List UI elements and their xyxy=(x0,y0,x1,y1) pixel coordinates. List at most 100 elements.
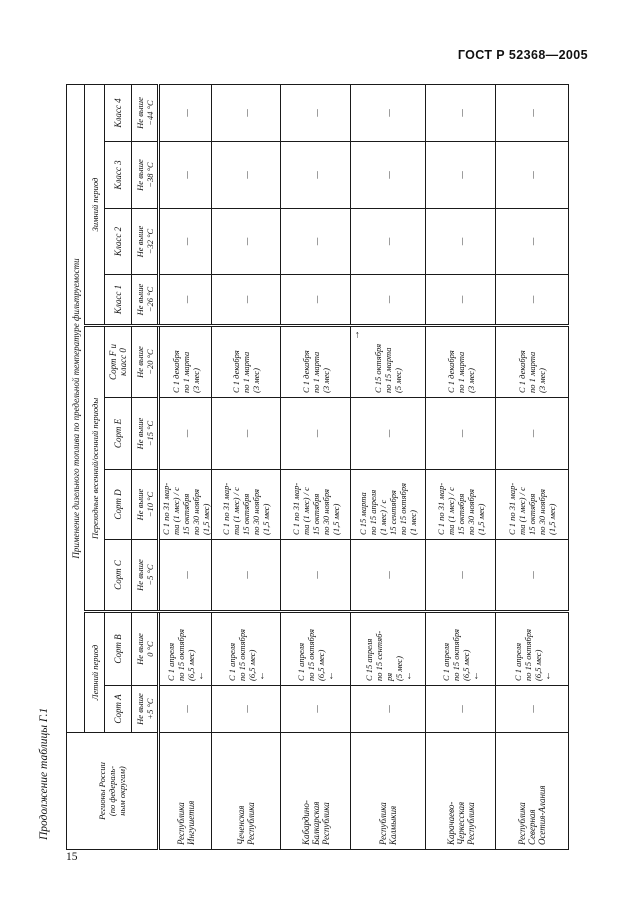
grade-name-header: Класс 2 xyxy=(104,208,132,275)
period-group-header: Зимний период xyxy=(84,84,105,326)
empty-period-cell: — xyxy=(495,539,569,612)
cell-text-line: (1,5 мес) xyxy=(475,503,486,535)
table-row: Карачаево- Черкесская Республика — С 1 апрел… xyxy=(425,84,496,850)
grade-name-header: Класс 4 xyxy=(104,84,132,142)
region-name-cell: Республика Ингушетия xyxy=(158,732,212,850)
empty-period-cell: — xyxy=(211,274,281,326)
cell-text-line: −10 °С xyxy=(144,491,155,518)
period-extends-arrow-icon: ← xyxy=(470,671,481,681)
rotated-table-container: Регионы России (по федераль-ным округам) П… xyxy=(66,83,569,850)
period-extends-arrow-icon: ← xyxy=(195,671,206,681)
cell-text-line: Не выше xyxy=(134,559,145,591)
period-value-cell: С 1 по 31 мар-та (1 мес) / с 15 октября по… xyxy=(425,469,496,540)
period-value-cell: С 1 по 31 мар-та (1 мес) / с 15 октября по… xyxy=(211,469,281,540)
grade-name-header: Сорт C xyxy=(104,539,132,612)
cell-text-line: −38 °С xyxy=(144,162,155,188)
cell-text-line: С 1 по 31 мар- xyxy=(160,482,171,535)
cell-text-line: Не выше xyxy=(134,159,145,191)
grade-name-header: Сорт B xyxy=(104,611,132,686)
cell-text-line: Не выше xyxy=(134,225,145,258)
cell-text-line: по 30 ноября xyxy=(465,489,476,535)
grade-name-header: Класс 1 xyxy=(104,274,132,326)
cell-text-line: Чеченская xyxy=(236,805,246,846)
period-extends-arrow-icon: ← xyxy=(325,671,336,681)
period-value-cell: С 1 декабря по 1 марта (3 мес) xyxy=(158,325,212,398)
cell-text-line: (по федераль- xyxy=(107,765,117,817)
empty-period-cell: — xyxy=(280,274,351,326)
cell-text-line: Сорт A xyxy=(113,694,123,724)
cell-text-line: (1,5 мес) xyxy=(547,503,557,535)
cell-text-line: (3 мес) xyxy=(190,368,201,393)
cell-text-line: Кабардино- xyxy=(300,800,311,845)
cell-text-line: (3 мес) xyxy=(251,368,261,393)
period-extends-arrow-icon: → xyxy=(351,330,362,340)
cell-text-line: Не выше xyxy=(134,346,145,378)
empty-period-cell: — xyxy=(350,685,426,733)
cell-text-line: −44 °С xyxy=(144,100,155,126)
cell-text-line: Республика xyxy=(175,802,186,845)
cell-text-line: С 15 октября xyxy=(373,343,383,393)
empty-period-cell: — xyxy=(495,84,569,142)
cell-text-line: Не выше xyxy=(134,633,145,665)
empty-period-cell: — xyxy=(211,685,281,733)
table-header-row-title: Регионы России (по федераль-ным округам) П… xyxy=(66,84,159,850)
temp-limit-header: Не выше −15 °С xyxy=(131,397,159,470)
empty-period-cell: — xyxy=(280,685,351,733)
temp-limit-header: Не выше −5 °С xyxy=(131,539,159,612)
cell-text-line: (5 мес) xyxy=(393,368,403,393)
period-group-header: Переходные весенний/осенний периоды xyxy=(84,325,105,612)
cell-text-line: Сорт E xyxy=(113,418,123,449)
cell-text-line: по 30 ноября xyxy=(251,489,261,535)
region-name-cell: Республика Калмыкия xyxy=(350,732,426,850)
empty-period-cell: — xyxy=(425,539,496,612)
empty-period-cell: — xyxy=(211,539,281,612)
period-value-cell: С 1 декабря по 1 марта (3 мес) xyxy=(425,325,496,398)
empty-period-cell: — xyxy=(280,539,351,612)
cell-text-line: С 1 по 31 мар- xyxy=(290,482,301,535)
empty-period-cell: — xyxy=(158,274,212,326)
cell-text-line: по 30 ноября xyxy=(190,489,201,535)
empty-period-cell: — xyxy=(495,685,569,733)
empty-period-cell: — xyxy=(495,397,569,470)
empty-period-cell: — xyxy=(425,84,496,142)
cell-text-line: 15 сентября xyxy=(388,490,398,535)
cell-text-line: С 1 декабря xyxy=(300,350,311,393)
period-extends-arrow-icon: ← xyxy=(541,671,553,681)
regions-stub-header: Регионы России (по федераль-ным округам) xyxy=(66,732,159,850)
empty-period-cell: — xyxy=(495,274,569,326)
cell-text-line: по 1 марта xyxy=(310,351,321,393)
grade-name-header: Сорт F и класс 0 xyxy=(104,325,132,398)
empty-period-cell: — xyxy=(425,274,496,326)
period-value-cell: С 1 апреля по 15 октября (6,5 мес) ← xyxy=(211,611,281,686)
empty-period-cell: — xyxy=(280,141,351,209)
period-value-cell: С 15 октября по 15 марта (5 мес) → xyxy=(350,325,426,398)
period-value-cell: С 15 марта по 15 апреля (1 мес) / с 15 сент… xyxy=(350,469,426,540)
grade-name-header: Сорт E xyxy=(104,397,132,470)
cell-text-line: С 1 декабря xyxy=(231,350,241,393)
cell-text-line: Карачаево- xyxy=(445,801,456,845)
table-continuation-label: Продолжение таблицы Г.1 xyxy=(38,707,50,840)
cell-text-line: 0 °С xyxy=(144,641,155,657)
page-number: 15 xyxy=(66,851,78,863)
period-value-cell: С 1 по 31 мар-та (1 мес) / с 15 октября по… xyxy=(495,469,569,540)
empty-period-cell: — xyxy=(350,539,426,612)
cell-text-line: по 1 марта xyxy=(180,351,191,393)
cell-text-line: Республика xyxy=(378,802,388,845)
cell-text-line: Республика xyxy=(517,802,527,845)
temp-limit-header: Не выше −38 °С xyxy=(131,141,159,209)
cell-text-line: по 30 ноября xyxy=(320,489,331,535)
cell-text-line: −32 °С xyxy=(144,228,155,255)
grade-name-header: Сорт A xyxy=(104,685,132,733)
cell-text-line: класс 0 xyxy=(118,348,128,376)
empty-period-cell: — xyxy=(211,208,281,275)
cell-text-line: 15 октября xyxy=(180,493,191,535)
table-row: Республика Ингушетия — С 1 апреля по 15 октя… xyxy=(158,84,212,850)
cell-text-line: (1,5 мес) xyxy=(261,503,271,535)
cell-text-line: Не выше xyxy=(134,417,145,450)
cell-text-line: та (1 мес) / с xyxy=(300,487,311,535)
cell-text-line: Класс 2 xyxy=(113,226,123,257)
cell-text-line: Не выше xyxy=(134,488,145,521)
empty-period-cell: — xyxy=(211,397,281,470)
cell-text-line: ря xyxy=(383,672,394,681)
